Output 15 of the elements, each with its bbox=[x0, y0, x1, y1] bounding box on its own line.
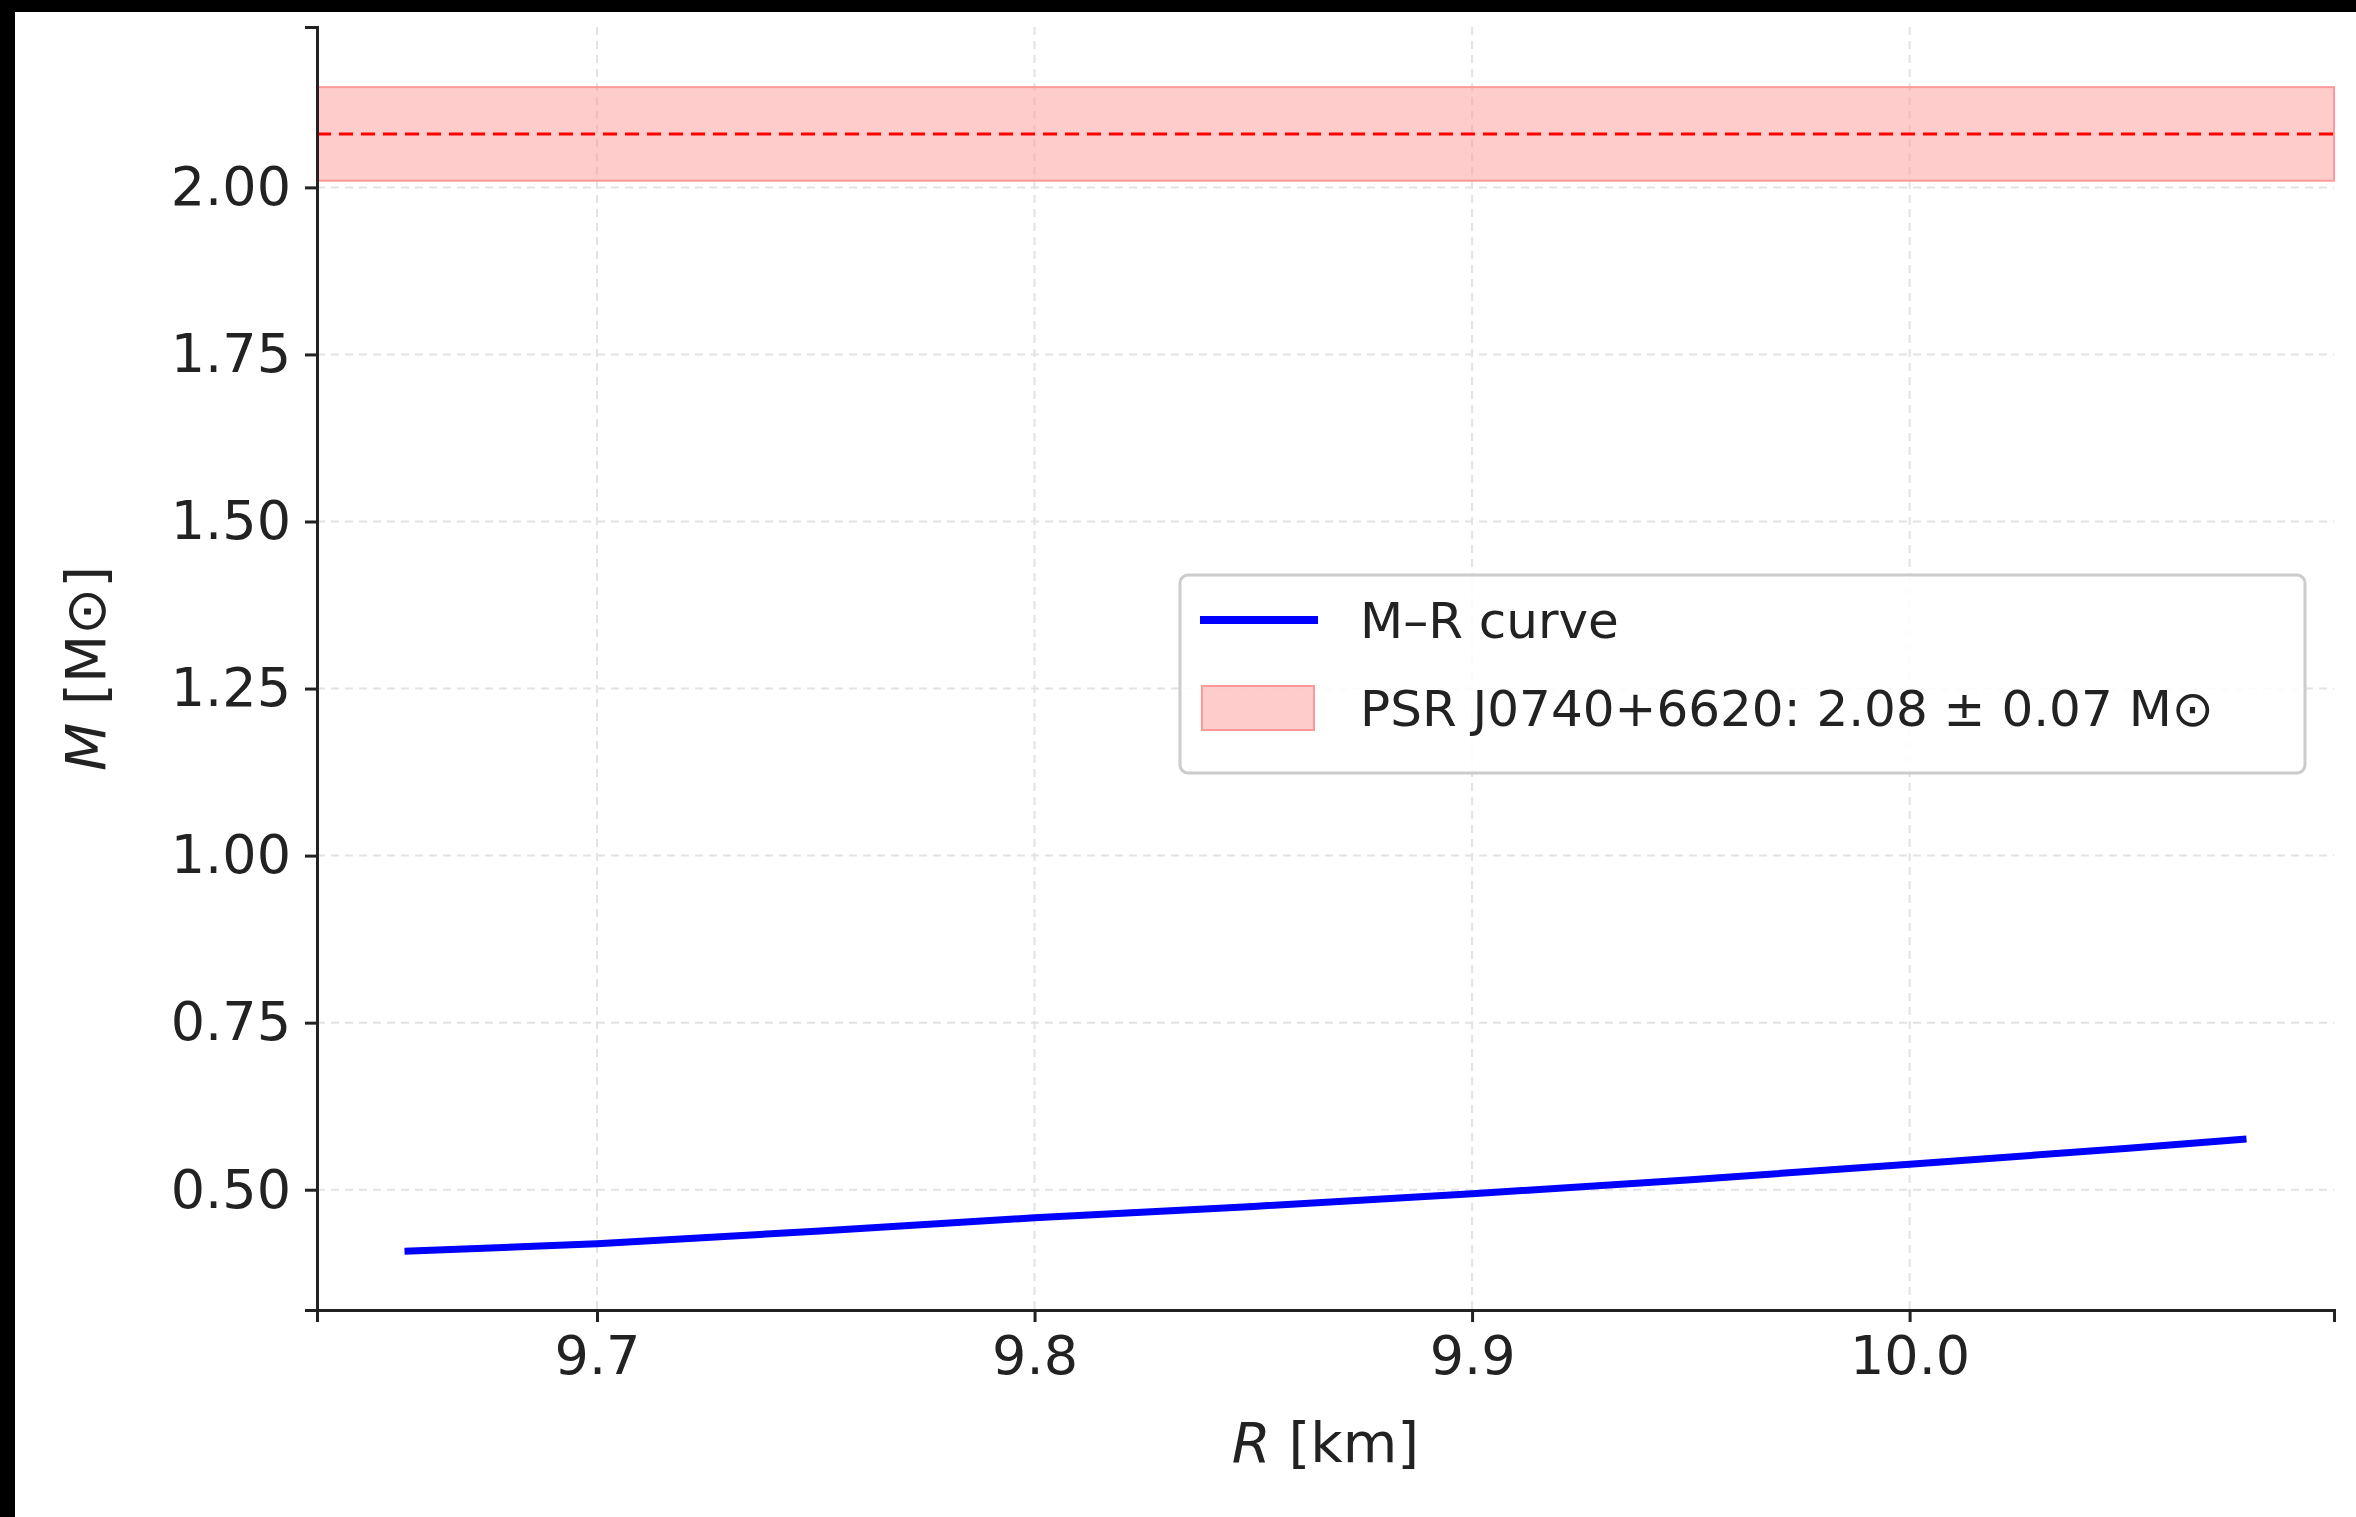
legend-label: PSR J0740+6620: 2.08 ± 0.07 M⊙ bbox=[1360, 680, 2214, 738]
y-axis-title: M [M⊙] bbox=[53, 565, 118, 772]
x-tick-label: 10.0 bbox=[1849, 1324, 1971, 1388]
y-tick-label: 0.50 bbox=[170, 1157, 291, 1221]
y-tick-label: 0.75 bbox=[170, 990, 291, 1054]
y-tick-label: 1.50 bbox=[170, 489, 291, 553]
x-tick-label: 9.9 bbox=[1429, 1324, 1516, 1388]
x-tick-label: 9.7 bbox=[554, 1324, 641, 1388]
y-tick-label: 1.25 bbox=[170, 656, 291, 720]
x-tick-label: 9.8 bbox=[992, 1324, 1078, 1388]
x-axis-title: R [km] bbox=[1231, 1410, 1420, 1475]
y-tick-label: 2.00 bbox=[170, 155, 291, 219]
legend-label: M–R curve bbox=[1360, 592, 1619, 650]
y-tick-label: 1.75 bbox=[170, 322, 291, 386]
y-tick-label: 1.00 bbox=[170, 823, 291, 887]
